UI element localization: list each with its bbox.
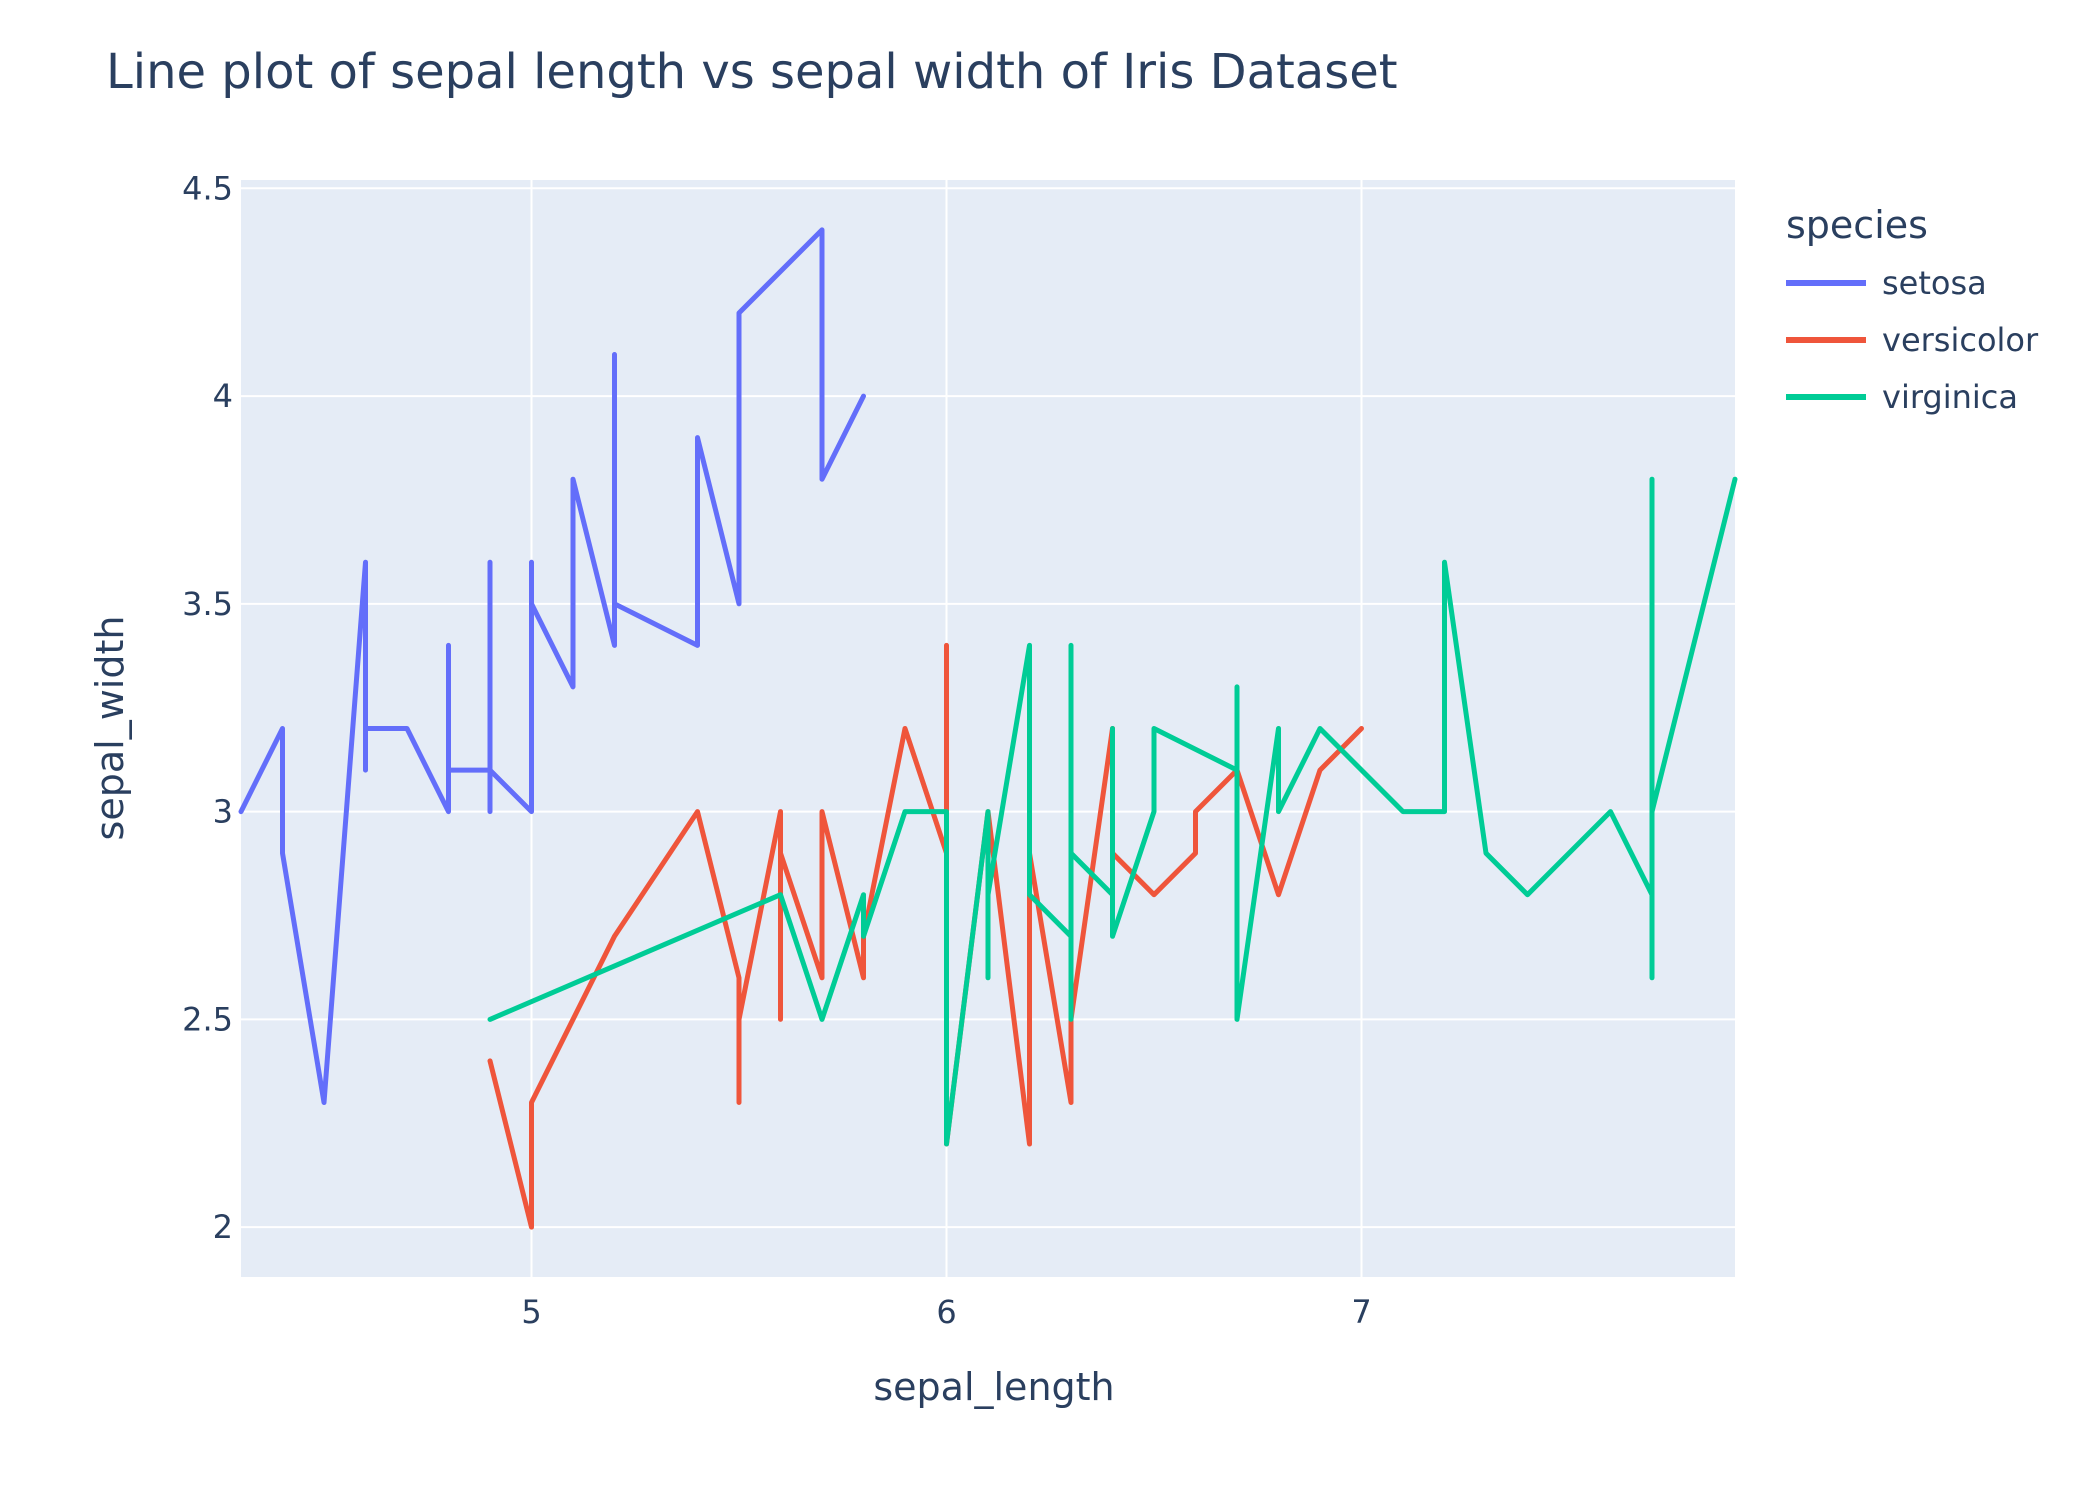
legend-label: virginica: [1882, 378, 2018, 416]
y-tick-label: 3.5: [182, 585, 233, 623]
legend-item-versicolor[interactable]: versicolor: [1786, 321, 2039, 359]
x-tick-label: 7: [1351, 1293, 1371, 1331]
x-tick-labels: 5 6 7: [521, 1293, 1371, 1331]
series-line-setosa: [238, 227, 866, 1105]
y-tick-label: 2: [213, 1208, 233, 1246]
legend-label: setosa: [1882, 264, 1987, 302]
y-tick-label: 2.5: [182, 1000, 233, 1038]
legend: species setosa versicolor virginica: [1786, 203, 2039, 416]
x-tick-label: 5: [521, 1293, 541, 1331]
plot-area: [241, 180, 1735, 1277]
legend-item-virginica[interactable]: virginica: [1786, 378, 2018, 416]
series-line-virginica: [487, 476, 1738, 1147]
y-tick-label: 4.5: [182, 169, 233, 207]
legend-item-setosa[interactable]: setosa: [1786, 264, 1987, 302]
y-tick-label: 4: [213, 377, 233, 415]
x-tick-label: 6: [936, 1293, 956, 1331]
series-lines: [238, 227, 1738, 1230]
y-axis-title: sepal_width: [88, 616, 132, 841]
y-tick-label: 3: [213, 793, 233, 831]
legend-title: species: [1786, 203, 1928, 247]
legend-label: versicolor: [1882, 321, 2039, 359]
legend-items: setosa versicolor virginica: [1786, 264, 2039, 416]
chart-title: Line plot of sepal length vs sepal width…: [106, 44, 1398, 100]
y-tick-labels: 2 2.5 3 3.5 4 4.5: [182, 169, 233, 1246]
x-axis-title: sepal_length: [873, 1365, 1114, 1409]
